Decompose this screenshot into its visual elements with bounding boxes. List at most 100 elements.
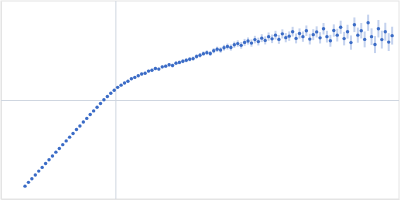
- error-bar: [27, 181, 29, 184]
- point: [366, 21, 369, 24]
- point: [154, 67, 157, 70]
- error-bar: [182, 59, 184, 63]
- point: [126, 79, 129, 82]
- error-bar: [302, 31, 304, 41]
- point: [119, 83, 122, 86]
- error-bar: [316, 26, 318, 37]
- point: [171, 64, 174, 67]
- point: [349, 41, 352, 44]
- point: [377, 27, 380, 30]
- point: [315, 30, 318, 33]
- error-bar: [323, 23, 325, 34]
- error-bar: [381, 31, 383, 49]
- error-bar: [254, 36, 256, 44]
- error-bar: [377, 20, 379, 37]
- point: [147, 69, 150, 72]
- point: [356, 33, 359, 36]
- error-bar: [144, 72, 146, 75]
- point: [236, 42, 239, 45]
- error-bar: [226, 44, 228, 50]
- point: [360, 29, 363, 32]
- point: [61, 143, 64, 146]
- point: [30, 177, 33, 180]
- point: [305, 29, 308, 32]
- error-bar: [172, 64, 174, 68]
- point: [363, 38, 366, 41]
- error-bar: [189, 57, 191, 61]
- point: [219, 48, 222, 51]
- error-bar: [192, 57, 194, 61]
- point: [113, 89, 116, 92]
- error-bar: [103, 99, 105, 101]
- point: [188, 58, 191, 61]
- error-bar: [110, 92, 112, 94]
- error-bar: [353, 17, 355, 32]
- error-bar: [72, 132, 74, 135]
- point: [215, 48, 218, 51]
- point: [123, 81, 126, 84]
- error-bar: [357, 28, 359, 43]
- point: [78, 124, 81, 127]
- x-axis: [2, 1, 400, 200]
- point: [167, 63, 170, 66]
- error-bar: [106, 96, 108, 98]
- error-bar: [41, 166, 43, 169]
- marks: [23, 15, 394, 188]
- point: [58, 147, 61, 150]
- point: [47, 158, 50, 161]
- point: [109, 92, 112, 95]
- error-bar: [305, 25, 307, 35]
- error-bar: [374, 36, 376, 53]
- point: [198, 54, 201, 57]
- point: [222, 46, 225, 49]
- point: [106, 95, 109, 98]
- point: [301, 35, 304, 38]
- point: [336, 33, 339, 36]
- point: [284, 36, 287, 39]
- error-bar: [326, 31, 328, 43]
- point: [27, 181, 30, 184]
- point: [246, 39, 249, 42]
- error-bar: [75, 128, 77, 131]
- point: [233, 43, 236, 46]
- point: [85, 117, 88, 120]
- error-bar: [340, 21, 342, 34]
- error-bar: [175, 61, 177, 65]
- error-bar: [202, 51, 204, 56]
- error-bar: [240, 42, 242, 49]
- error-bar: [247, 37, 249, 44]
- error-bar: [274, 31, 276, 40]
- point: [370, 35, 373, 38]
- error-bar: [168, 63, 170, 67]
- point: [253, 38, 256, 41]
- error-bar: [137, 74, 139, 77]
- point: [274, 33, 277, 36]
- error-bar: [124, 82, 126, 84]
- error-bar: [134, 76, 136, 79]
- error-bar: [216, 47, 218, 52]
- chart: [0, 0, 400, 200]
- error-bar: [391, 27, 393, 45]
- point: [143, 72, 146, 75]
- axis-line: [2, 199, 400, 200]
- error-bar: [45, 162, 47, 165]
- error-bar: [31, 177, 33, 180]
- point: [277, 38, 280, 41]
- point: [353, 23, 356, 26]
- y-axis: [1, 2, 399, 200]
- error-bar: [312, 29, 314, 40]
- point: [373, 43, 376, 46]
- error-bar: [213, 48, 215, 53]
- point: [75, 128, 78, 131]
- error-bar: [264, 36, 266, 44]
- point: [308, 37, 311, 40]
- error-bar: [199, 53, 201, 57]
- point: [257, 40, 260, 43]
- error-bar: [233, 42, 235, 48]
- point: [133, 76, 136, 79]
- error-bar: [93, 110, 95, 111]
- error-bar: [62, 143, 64, 146]
- point: [339, 26, 342, 29]
- error-bar: [151, 69, 153, 72]
- point: [346, 30, 349, 33]
